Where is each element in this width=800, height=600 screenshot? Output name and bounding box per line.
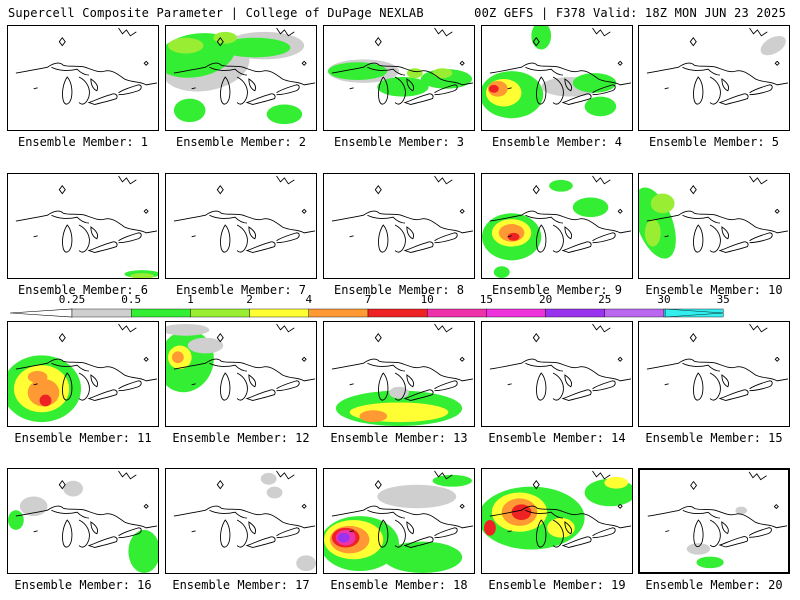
ensemble-member-label-6: Ensemble Member: 6 [17,283,149,297]
scp-map-12 [166,323,316,401]
scp-map-8 [331,175,474,253]
ensemble-member-map-13[interactable] [323,321,475,427]
scp-map-3 [327,27,474,105]
ensemble-member-label-15: Ensemble Member: 15 [645,431,783,445]
colorbar-tick-label: 4 [305,293,313,306]
ensemble-member-label-18: Ensemble Member: 18 [330,578,468,592]
ensemble-member-map-8[interactable] [323,173,475,279]
scp-map-19 [482,470,632,550]
colorbar-tick-label: 0.5 [121,293,142,306]
scp-map-10 [639,175,789,259]
ensemble-member-map-11[interactable] [7,321,159,427]
ensemble-member-label-13: Ensemble Member: 13 [330,431,468,445]
scp-map-14 [489,323,632,401]
ensemble-member-label-7: Ensemble Member: 7 [175,283,307,297]
ensemble-member-label-16: Ensemble Member: 16 [14,578,152,592]
ensemble-member-map-12[interactable] [165,321,317,427]
colorbar-tick-label: 35 [716,293,730,306]
colorbar-graphic [10,308,724,318]
ensemble-member-map-2[interactable] [165,25,317,131]
ensemble-member-map-17[interactable] [165,468,317,574]
ensemble-member-map-19[interactable] [481,468,633,574]
colorbar-segment-4 [249,308,310,318]
colorbar-tick-label: 0.25 [58,293,86,306]
colorbar-tick-label: 15 [479,293,494,306]
colorbar-tick-label: 2 [246,293,253,306]
ensemble-member-label-8: Ensemble Member: 8 [333,283,465,297]
scp-map-11 [8,323,158,423]
ensemble-member-map-18[interactable] [323,468,475,574]
scp-map-7 [173,175,316,253]
colorbar-tick-label: 30 [657,293,671,306]
scp-map-1 [15,27,158,105]
colorbar-left-arrow [10,308,73,318]
ensemble-member-label-19: Ensemble Member: 19 [488,578,626,592]
colorbar-right-arrow [665,308,724,318]
ensemble-member-label-12: Ensemble Member: 12 [172,431,310,445]
ensemble-member-map-16[interactable] [7,468,159,574]
ensemble-member-label-10: Ensemble Member: 10 [645,283,783,297]
scp-map-20 [647,471,788,569]
color-scale-bar: 0.25 0.5 1 2 4 7 10 15 20 25 30 35 [10,293,790,323]
ensemble-member-label-20: Ensemble Member: 20 [645,578,783,592]
valid-time-label: 00Z GEFS | F378 Valid: 18Z MON JUN 23 20… [474,6,786,20]
ensemble-member-label-14: Ensemble Member: 14 [488,431,626,445]
scp-map-5 [646,27,789,105]
ensemble-member-label-4: Ensemble Member: 4 [491,135,623,149]
colorbar-segment-8 [486,308,546,318]
scp-map-18 [324,470,474,573]
ensemble-member-label-2: Ensemble Member: 2 [175,135,307,149]
colorbar-tick-label: 1 [187,293,194,306]
colorbar-segment-9 [545,308,605,318]
colorbar-tick-label: 7 [364,293,372,306]
scp-map-4 [482,26,632,119]
colorbar-tick-label: 10 [420,293,434,306]
colorbar-segment-2 [130,308,191,318]
ensemble-member-label-17: Ensemble Member: 17 [172,578,310,592]
ensemble-member-map-10[interactable] [638,173,790,279]
colorbar-segment-5 [308,308,369,318]
ensemble-member-map-1[interactable] [7,25,159,131]
ensemble-member-map-5[interactable] [638,25,790,131]
ensemble-member-map-20[interactable] [638,468,790,574]
scp-map-13 [331,323,474,426]
ensemble-member-map-9[interactable] [481,173,633,279]
colorbar-tick-label: 25 [598,293,612,306]
ensemble-member-label-1: Ensemble Member: 1 [17,135,149,149]
scp-map-2 [166,27,316,125]
ensemble-member-map-15[interactable] [638,321,790,427]
colorbar-segment-7 [427,308,487,318]
colorbar-segment-1 [71,308,132,318]
colorbar-segment-10 [604,308,665,318]
ensemble-member-label-11: Ensemble Member: 11 [14,431,152,445]
ensemble-member-map-14[interactable] [481,321,633,427]
chart-title: Supercell Composite Parameter | College … [8,6,424,20]
scp-map-9 [482,175,632,278]
scp-map-16 [8,470,158,573]
ensemble-member-label-3: Ensemble Member: 3 [333,135,465,149]
colorbar-segment-6 [367,308,428,318]
ensemble-member-map-7[interactable] [165,173,317,279]
ensemble-member-label-9: Ensemble Member: 9 [491,283,623,297]
ensemble-member-map-4[interactable] [481,25,633,131]
colorbar-tick-label: 20 [538,293,553,306]
colorbar-segment-3 [190,308,250,318]
ensemble-member-map-6[interactable] [7,173,159,279]
ensemble-member-label-5: Ensemble Member: 5 [648,135,780,149]
scp-map-17 [173,470,316,572]
scp-map-6 [15,175,158,278]
scp-map-15 [646,323,789,401]
ensemble-member-map-3[interactable] [323,25,475,131]
